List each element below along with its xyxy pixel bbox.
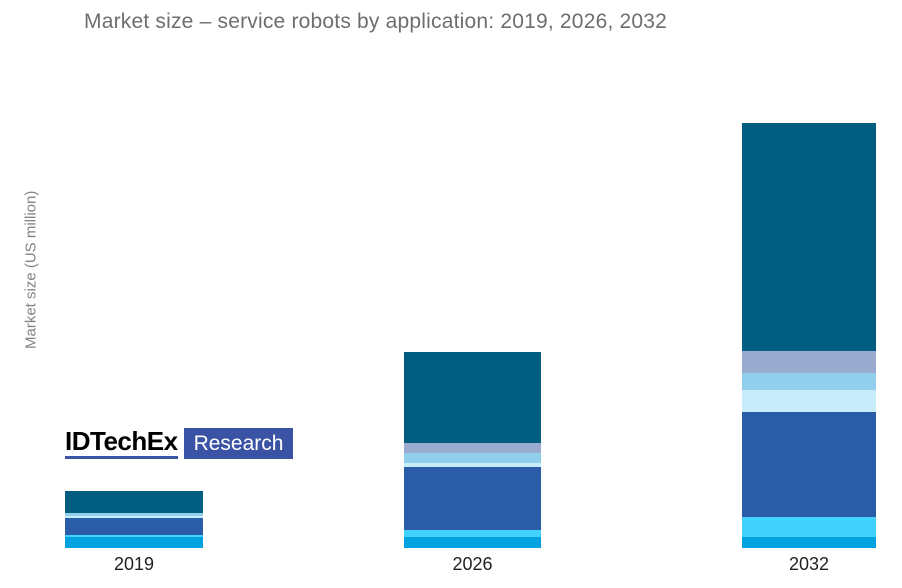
bar-segment-pale-cyan-segment-2019 [65, 516, 203, 518]
x-axis-tick-label-2019: 2019 [113, 554, 155, 574]
bar-segment-deep-cyan-segment-2026 [404, 537, 541, 548]
bar-segment-sky-blue-segment-2026 [404, 453, 541, 463]
bar-segment-medium-blue-segment-2032 [742, 412, 876, 517]
bar-segment-dark-teal-segment-2032 [742, 123, 876, 351]
x-axis-tick-label-2032: 2032 [788, 554, 830, 574]
idtechex-logo-brand-text: IDTechEx [65, 428, 178, 459]
bar-segment-deep-cyan-segment-2032 [742, 537, 876, 548]
bar-segment-pale-cyan-segment-2032 [742, 390, 876, 412]
bar-segment-deep-cyan-segment-2019 [65, 537, 203, 548]
bar-segment-dark-teal-segment-2019 [65, 491, 203, 513]
bar-segment-medium-blue-segment-2019 [65, 518, 203, 535]
bar-segment-sky-blue-segment-2019 [65, 513, 203, 516]
bar-segment-light-cyan-segment-2032 [742, 517, 876, 537]
chart-title: Market size – service robots by applicat… [84, 10, 668, 33]
bar-segment-sky-blue-segment-2032 [742, 373, 876, 390]
idtechex-logo-research-badge: Research [183, 428, 294, 459]
bar-segment-light-cyan-segment-2026 [404, 530, 541, 537]
idtechex-logo: IDTechEx Research [65, 428, 294, 459]
x-axis-tick-label-2026: 2026 [452, 554, 493, 574]
bar-segment-pale-cyan-segment-2026 [404, 463, 541, 467]
bar-segment-light-cyan-segment-2019 [65, 535, 203, 537]
bar-segment-gray-blue-segment-2032 [742, 351, 876, 373]
bar-segment-medium-blue-segment-2026 [404, 467, 541, 530]
bar-segment-dark-teal-segment-2026 [404, 352, 541, 443]
bar-segment-gray-blue-segment-2026 [404, 443, 541, 453]
